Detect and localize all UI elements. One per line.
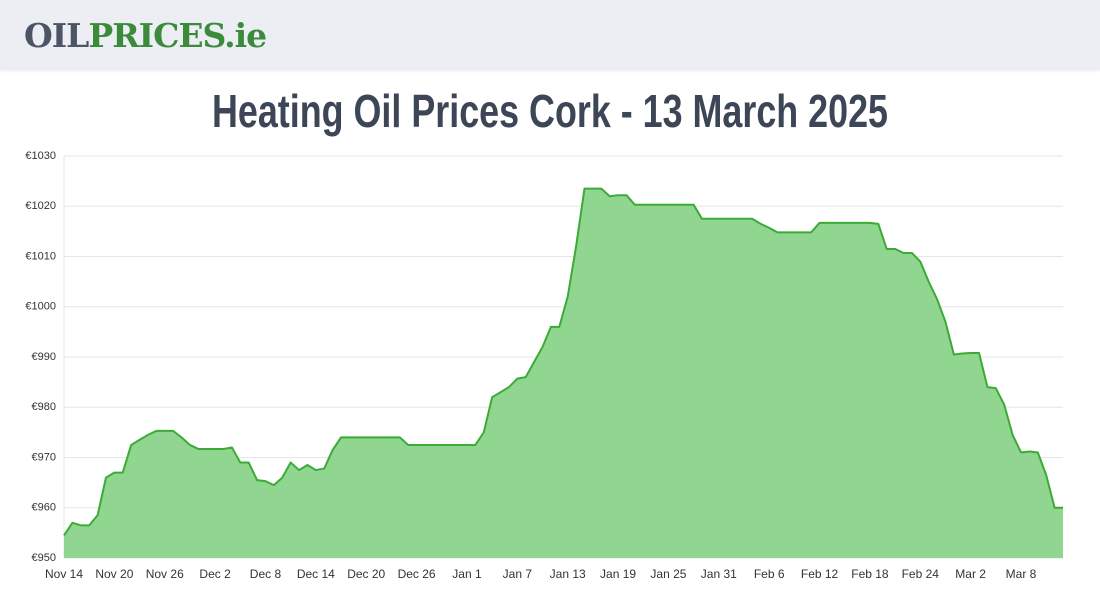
x-tick-label: Jan 31 — [701, 567, 737, 581]
x-tick-label: Mar 8 — [1006, 567, 1037, 581]
x-tick-label: Jan 13 — [550, 567, 586, 581]
x-tick-label: Feb 6 — [754, 567, 785, 581]
header: OILPRICES.ie — [0, 0, 1100, 70]
y-tick-label: €970 — [32, 451, 56, 463]
logo-part: .ie — [224, 16, 267, 55]
x-tick-label: Dec 2 — [199, 567, 231, 581]
line — [63, 187, 1063, 536]
logo-part: OIL — [24, 16, 89, 55]
logo-part: PRICES — [88, 16, 225, 55]
y-tick-label: €950 — [32, 552, 56, 564]
x-tick-label: Jan 1 — [452, 567, 482, 581]
x-tick-label: Feb 18 — [851, 567, 889, 581]
x-tick-label: Dec 14 — [297, 567, 335, 581]
y-tick-label: €960 — [32, 502, 56, 514]
chart-title: Heating Oil Prices Cork - 13 March 2025 — [212, 86, 888, 137]
chart: Heating Oil Prices Cork - 13 March 2025 … — [25, 86, 1063, 581]
y-tick-label: €1000 — [25, 301, 56, 313]
x-tick-label: Mar 2 — [955, 567, 986, 581]
y-tick-label: €1010 — [25, 250, 56, 262]
logo[interactable]: OILPRICES.ie — [24, 16, 267, 55]
y-tick-label: €990 — [32, 351, 56, 363]
x-tick-label: Nov 20 — [95, 567, 133, 581]
x-tick-label: Dec 8 — [250, 567, 282, 581]
x-tick-label: Nov 26 — [146, 567, 184, 581]
y-tick-label: €980 — [32, 401, 56, 413]
x-tick-label: Jan 25 — [650, 567, 686, 581]
area — [64, 188, 1063, 558]
x-tick-label: Feb 12 — [801, 567, 839, 581]
y-tick-label: €1020 — [25, 200, 56, 212]
y-tick-label: €1030 — [25, 150, 56, 162]
x-tick-label: Feb 24 — [902, 567, 940, 581]
x-tick-label: Nov 14 — [45, 567, 83, 581]
x-tick-label: Jan 7 — [503, 567, 533, 581]
x-tick-label: Dec 26 — [398, 567, 436, 581]
x-tick-label: Jan 19 — [600, 567, 636, 581]
x-tick-label: Dec 20 — [347, 567, 385, 581]
